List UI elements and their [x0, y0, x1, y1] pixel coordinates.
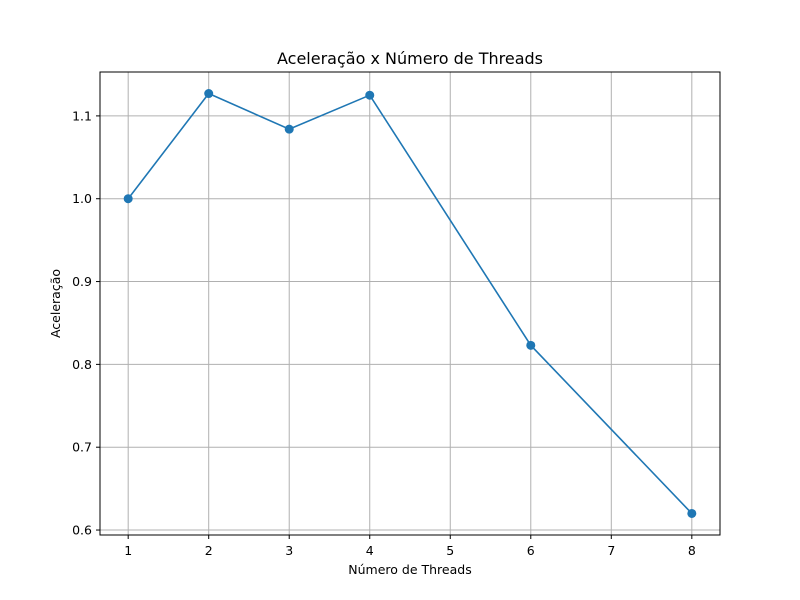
y-tick-label: 1.1 [72, 108, 92, 123]
y-tick-label: 0.9 [72, 274, 92, 289]
y-tick-label: 0.8 [72, 357, 92, 372]
series-layer [123, 89, 697, 518]
x-tick-label: 3 [285, 543, 293, 558]
x-tick-label: 7 [607, 543, 615, 558]
data-point [526, 340, 536, 350]
chart-title: Aceleração x Número de Threads [277, 49, 543, 68]
grid [100, 72, 720, 535]
data-point [365, 90, 375, 100]
ticks-layer: 1 2 3 4 5 6 7 8 0.6 0.7 0.8 0.9 1.0 1.1 [72, 108, 696, 558]
x-tick-label: 5 [446, 543, 454, 558]
data-point [204, 89, 214, 99]
series-line [127, 92, 693, 515]
y-tick-label: 0.7 [72, 440, 92, 455]
y-tick-label: 0.6 [72, 523, 92, 538]
data-point [284, 124, 294, 134]
y-axis-label: Aceleração [48, 269, 63, 338]
x-tick-label: 8 [688, 543, 696, 558]
data-point [687, 508, 697, 518]
plot-frame [99, 71, 721, 536]
x-tick-label: 6 [527, 543, 535, 558]
y-tick-label: 1.0 [72, 191, 92, 206]
x-tick-label: 1 [124, 543, 132, 558]
data-point [123, 194, 133, 204]
x-axis-label: Número de Threads [348, 562, 471, 577]
x-tick-label: 2 [205, 543, 213, 558]
x-tick-label: 4 [366, 543, 374, 558]
